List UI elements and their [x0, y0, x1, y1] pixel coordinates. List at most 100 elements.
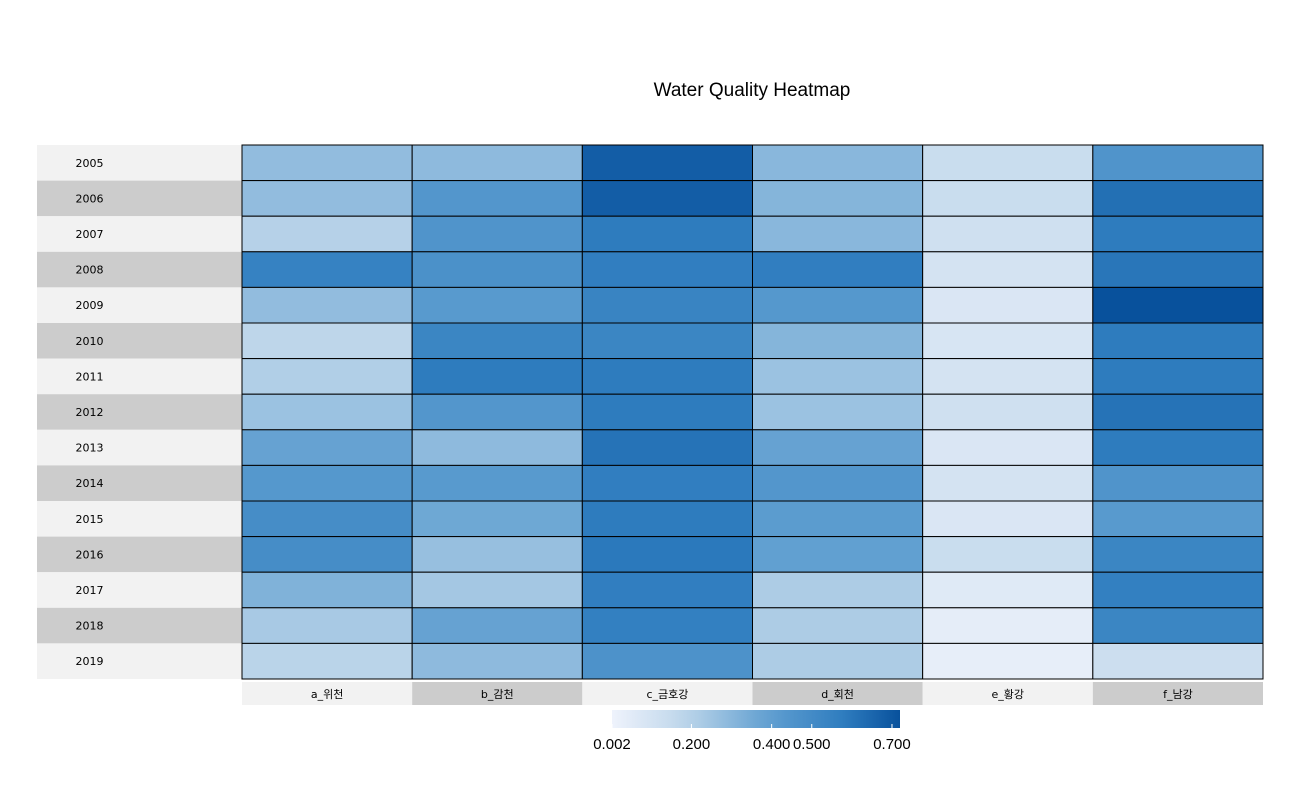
row-label-bg — [37, 251, 242, 288]
heatmap-cell — [752, 215, 924, 253]
heatmap-cell — [241, 571, 413, 609]
heatmap-cell — [411, 180, 583, 217]
heatmap-cell — [752, 642, 924, 680]
row-label-bg — [37, 216, 242, 252]
heatmap-cell — [1092, 286, 1264, 324]
colorbar-tick-label: 0.500 — [793, 736, 831, 753]
row-label-bg — [37, 358, 242, 395]
colorbar-tick-label: 0.700 — [873, 736, 911, 753]
heatmap-cell — [1092, 536, 1264, 573]
row-label-bg — [37, 394, 242, 430]
heatmap-cell — [581, 180, 753, 217]
heatmap-cell — [1092, 215, 1264, 253]
heatmap-cell — [752, 393, 924, 431]
heatmap-cell — [922, 536, 1094, 573]
heatmap-cell — [1092, 358, 1264, 395]
heatmap-cell — [411, 251, 583, 288]
heatmap-cell — [922, 358, 1094, 395]
heatmap-cell — [411, 607, 583, 644]
row-label: 2014 — [76, 477, 104, 490]
column-label-bg — [1092, 682, 1263, 705]
row-label: 2011 — [76, 370, 104, 383]
heatmap-cell — [411, 393, 583, 431]
heatmap-cells — [241, 144, 1264, 680]
heatmap-cell — [241, 215, 413, 253]
column-label-bg — [412, 682, 583, 705]
column-label: e_황강 — [991, 688, 1024, 701]
row-label: 2013 — [76, 442, 104, 455]
column-label-bg — [922, 682, 1093, 705]
heatmap-cell — [581, 571, 753, 609]
row-label: 2015 — [76, 513, 104, 526]
heatmap-cell — [411, 536, 583, 573]
heatmap-cell — [1092, 464, 1264, 502]
heatmap-cell — [581, 215, 753, 253]
heatmap-cell — [241, 322, 413, 360]
heatmap-cell — [581, 607, 753, 644]
column-label: f_남강 — [1163, 688, 1193, 701]
row-label: 2010 — [76, 335, 104, 348]
heatmap-cell — [922, 251, 1094, 288]
heatmap-cell — [752, 500, 924, 538]
heatmap-cell — [752, 429, 924, 466]
heatmap-cell — [1092, 607, 1264, 644]
colorbar-gradient — [612, 710, 900, 728]
row-label-bg — [37, 572, 242, 608]
chart-title: Water Quality Heatmap — [653, 80, 851, 101]
row-label: 2018 — [76, 620, 104, 633]
row-label: 2012 — [76, 406, 104, 419]
column-label: c_금호강 — [646, 688, 688, 701]
heatmap-cell — [752, 536, 924, 573]
heatmap-cell — [411, 571, 583, 609]
heatmap-cell — [581, 536, 753, 573]
heatmap-cell — [1092, 642, 1264, 680]
heatmap-cell — [581, 251, 753, 288]
heatmap-cell — [411, 464, 583, 502]
heatmap-cell — [922, 215, 1094, 253]
column-label: a_위천 — [311, 687, 343, 701]
heatmap-cell — [581, 286, 753, 324]
heatmap-cell — [1092, 500, 1264, 538]
heatmap-cell — [1092, 393, 1264, 431]
heatmap-cell — [922, 180, 1094, 217]
row-label-bg — [37, 536, 242, 573]
column-label-bg — [752, 682, 923, 705]
heatmap-cell — [241, 642, 413, 680]
heatmap-cell — [241, 607, 413, 644]
heatmap-cell — [241, 393, 413, 431]
heatmap-cell — [411, 358, 583, 395]
heatmap-cell — [752, 322, 924, 360]
row-label-bg — [37, 643, 242, 679]
heatmap-cell — [922, 286, 1094, 324]
heatmap-cell — [1092, 322, 1264, 360]
heatmap-cell — [1092, 144, 1264, 182]
heatmap-cell — [581, 464, 753, 502]
heatmap-cell — [411, 642, 583, 680]
column-labels: a_위천 b_감천 c_금호강 d_회천 e_황강 f_남강 — [242, 682, 1263, 705]
row-label-bg — [37, 501, 242, 537]
heatmap-cell — [411, 215, 583, 253]
heatmap-cell — [1092, 180, 1264, 217]
heatmap-cell — [922, 500, 1094, 538]
heatmap-cell — [752, 571, 924, 609]
heatmap-cell — [922, 571, 1094, 609]
heatmap-cell — [922, 607, 1094, 644]
heatmap-cell — [241, 180, 413, 217]
heatmap-cell — [752, 607, 924, 644]
heatmap-cell — [752, 144, 924, 182]
column-label: d_회천 — [821, 687, 854, 701]
heatmap-cell — [411, 500, 583, 538]
heatmap-cell — [1092, 251, 1264, 288]
column-label-bg — [582, 682, 753, 705]
heatmap-cell — [241, 144, 413, 182]
row-labels: 2005 2006 2007 2008 2009 2010 2011 2012 2013 2014… — [37, 145, 242, 679]
row-label-bg — [37, 607, 242, 644]
row-label: 2019 — [76, 655, 104, 668]
heatmap-cell — [581, 642, 753, 680]
heatmap-cell — [581, 358, 753, 395]
row-label: 2006 — [76, 192, 104, 205]
row-label: 2016 — [76, 548, 104, 561]
colorbar-tick-label: 0.002 — [593, 736, 631, 753]
colorbar: 0.002 0.200 0.400 0.500 0.700 — [593, 710, 911, 753]
